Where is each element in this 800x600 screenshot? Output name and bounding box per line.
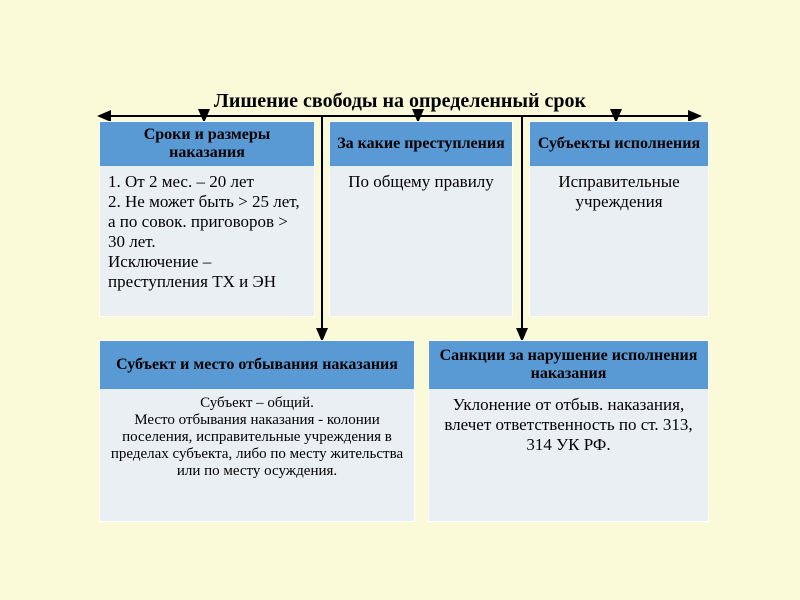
box-terms: Сроки и размеры наказания 1. От 2 мес. –… (99, 121, 315, 317)
box-terms-body: 1. От 2 мес. – 20 лет 2. Не может быть >… (100, 166, 314, 316)
box-sanctions-header: Санкции за нарушение исполнения наказани… (429, 341, 708, 389)
box-place: Субъект и место отбывания наказания Субъ… (99, 340, 415, 522)
box-crimes-body: По общему правилу (330, 166, 512, 316)
box-place-header: Субъект и место отбывания наказания (100, 341, 414, 389)
diagram-root: Лишение свободы на определенный срок Сро… (0, 0, 800, 600)
box-subjects-exec-header: Субъекты исполнения (530, 122, 708, 166)
box-crimes: За какие преступления По общему правилу (329, 121, 513, 317)
box-sanctions: Санкции за нарушение исполнения наказани… (428, 340, 709, 522)
box-terms-header: Сроки и размеры наказания (100, 122, 314, 166)
box-subjects-exec-body: Исправительные учреждения (530, 166, 708, 316)
box-subjects-exec: Субъекты исполнения Исправительные учреж… (529, 121, 709, 317)
box-crimes-header: За какие преступления (330, 122, 512, 166)
diagram-title: Лишение свободы на определенный срок (0, 90, 800, 113)
box-sanctions-body: Уклонение от отбыв. наказания, влечет от… (429, 389, 708, 521)
box-place-body: Субъект – общий. Место отбывания наказан… (100, 389, 414, 521)
